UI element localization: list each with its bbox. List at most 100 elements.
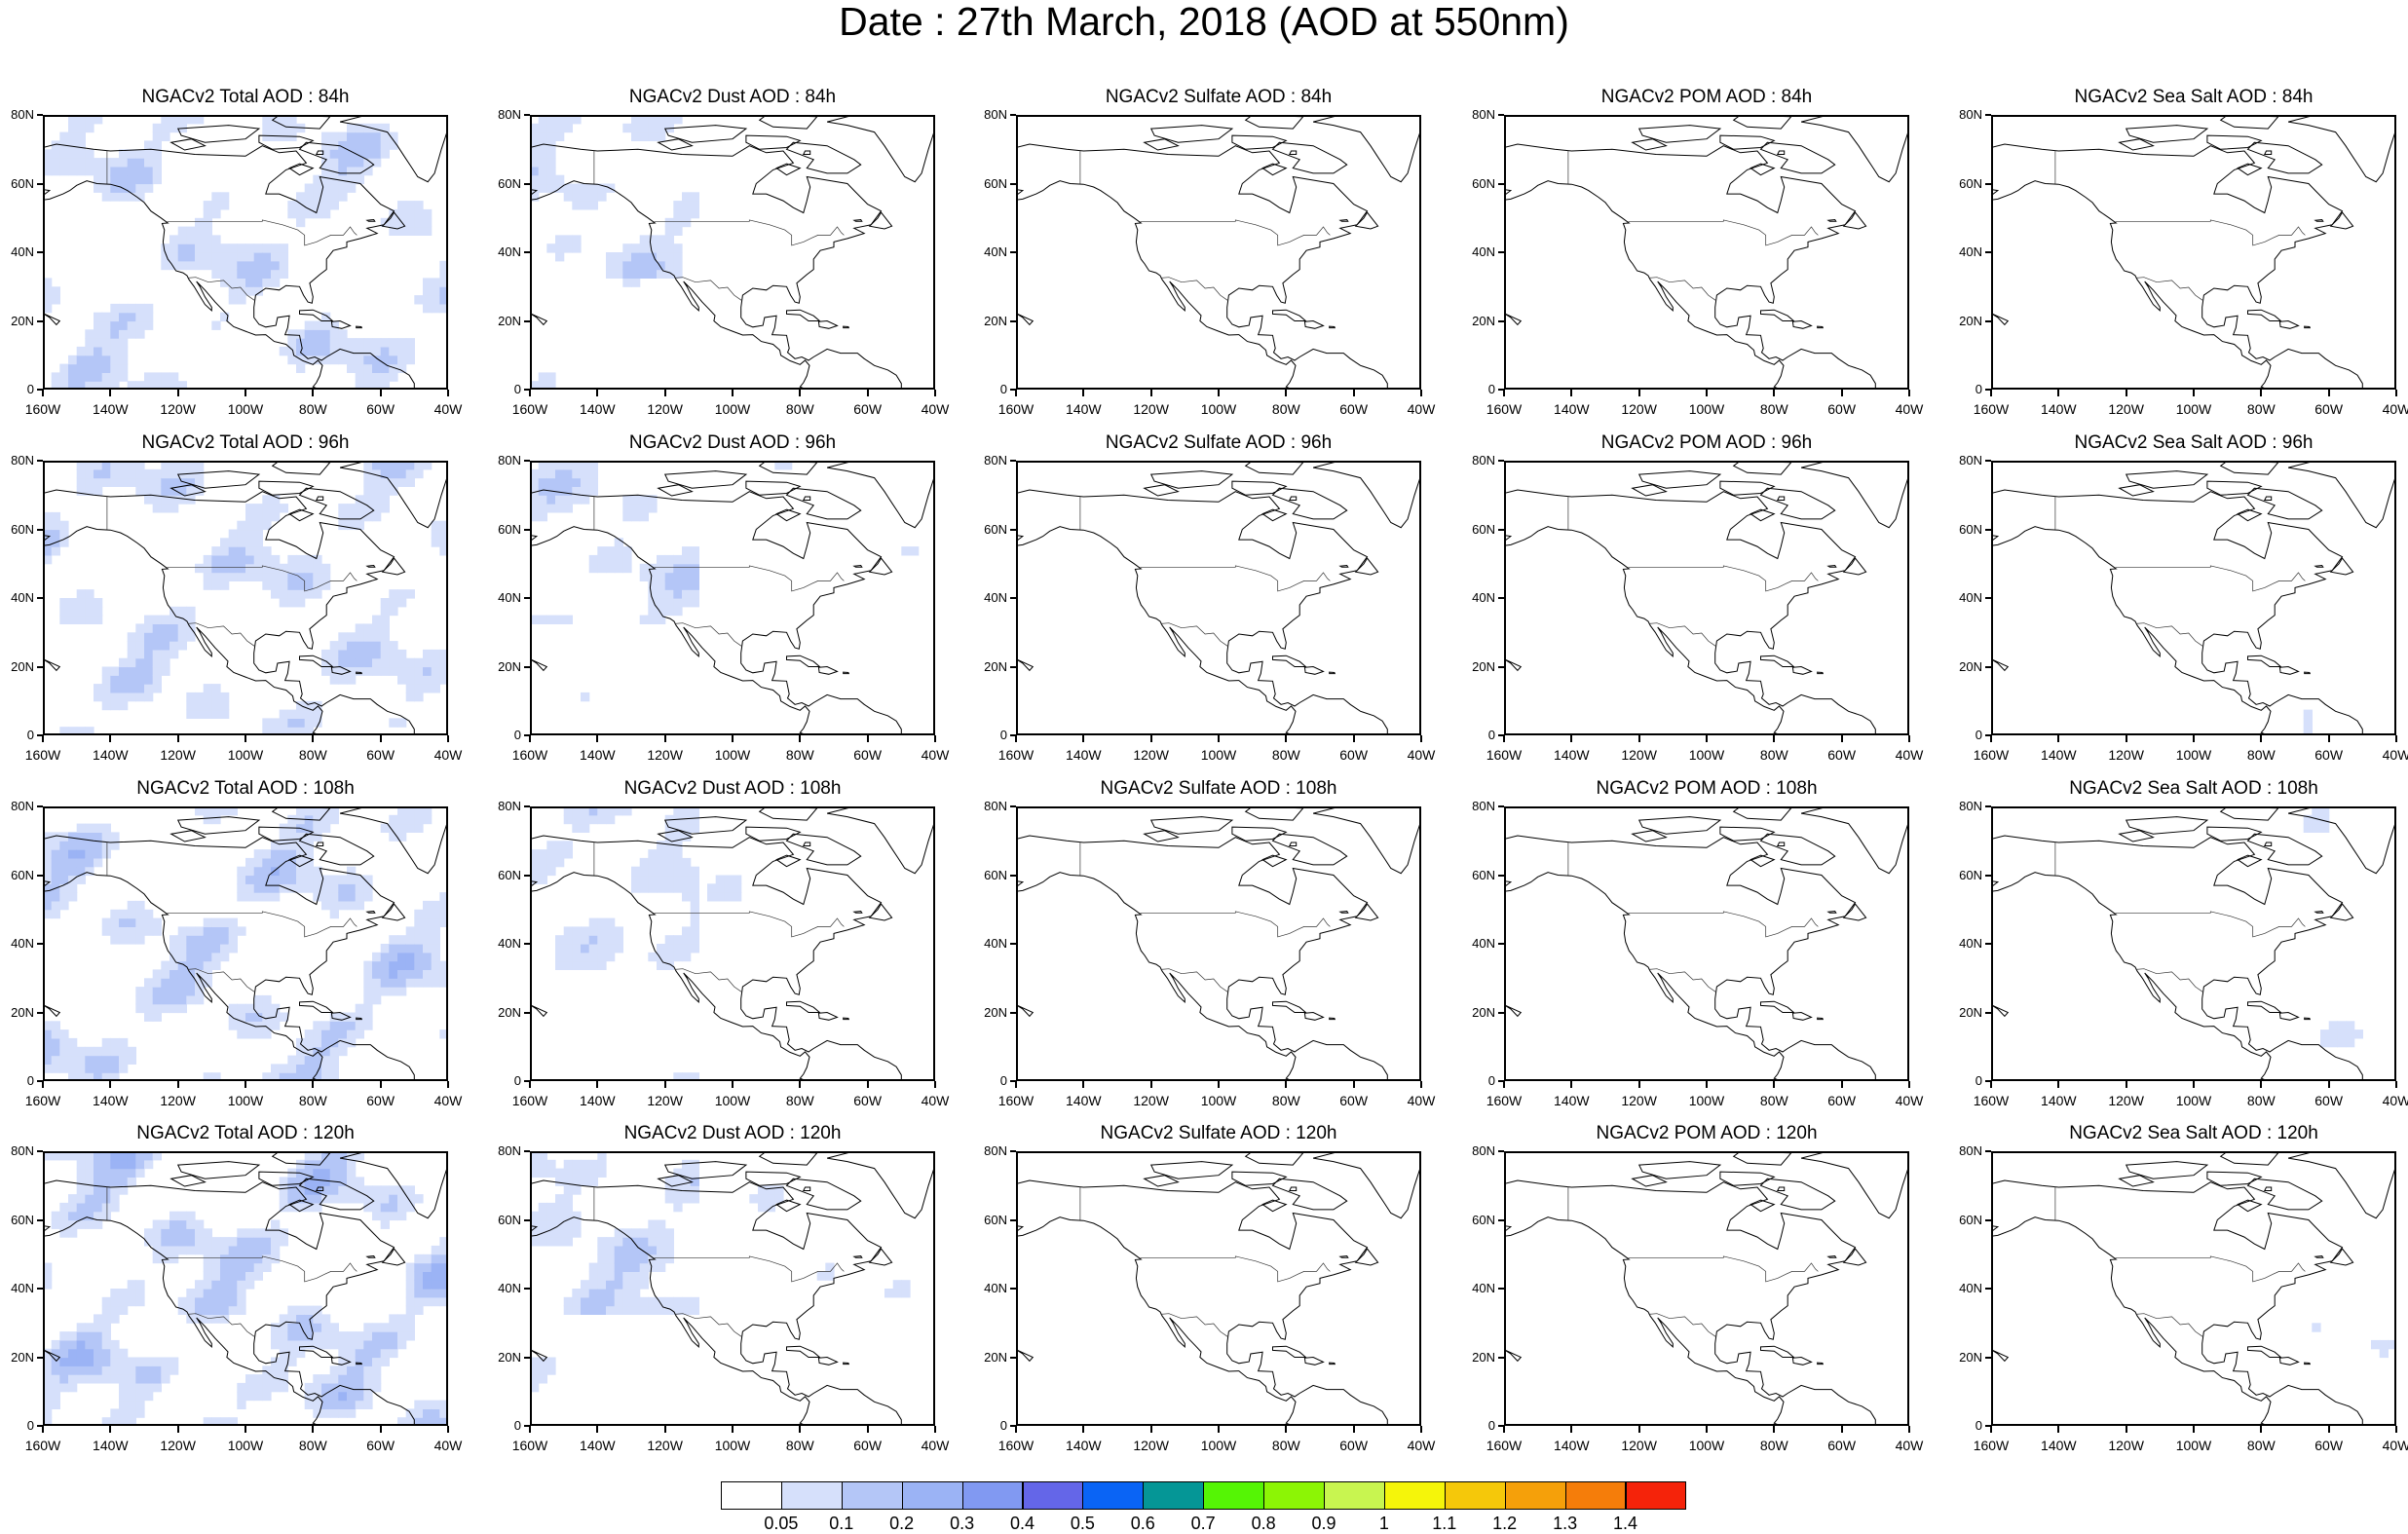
coastline-island [1842, 211, 1867, 230]
coastline-island [1303, 1011, 1325, 1021]
lon-tick-label: 40W [1407, 1093, 1436, 1108]
coastline-island [1329, 1017, 1336, 1021]
lat-tick-label: 60N [11, 1212, 34, 1227]
coastline-island [2219, 463, 2279, 475]
lat-tick-label: 60N [498, 521, 521, 537]
coastline-island [299, 309, 334, 321]
lat-tick-label: 60N [498, 1212, 521, 1227]
aod-map [1018, 117, 1419, 388]
coastline-island [1244, 808, 1304, 821]
lat-tick-label: 0 [1487, 1418, 1495, 1433]
map-panel-dust-3: NGACv2 Dust AOD : 120h 80N 60N 40N 20N 0 160W 1… [498, 1123, 949, 1453]
lat-tick-label: 60N [498, 867, 521, 882]
lat-tick [1498, 734, 1504, 736]
colorbar-swatch [841, 1481, 903, 1510]
lon-tick-label: 80W [1759, 1438, 1788, 1453]
lat-tick [1010, 1425, 1016, 1427]
colorbar-label: 0.05 [764, 1514, 799, 1533]
aod-map [1506, 808, 1907, 1079]
coastline-island [1750, 854, 1776, 868]
lat-tick-label: 40N [1959, 590, 1982, 605]
map-panel-total-2: NGACv2 Total AOD : 108h 80N 60N 40N 20N 0 160W… [11, 778, 462, 1108]
lon-tick-label: 100W [1200, 1093, 1237, 1108]
lat-tick-label: 20N [11, 658, 34, 674]
lon-tick [2125, 1426, 2127, 1433]
map-plot-area [43, 806, 448, 1081]
lon-tick-label: 40W [2382, 1093, 2408, 1108]
lon-tick [1149, 735, 1152, 742]
coastline-island [2219, 808, 2279, 821]
map-plot-area [1504, 1151, 1909, 1426]
panel-title: NGACv2 Sea Salt AOD : 120h [2069, 1123, 2318, 1143]
political-border [187, 277, 255, 301]
lon-tick-label: 60W [366, 1438, 395, 1453]
coastline-island [2264, 842, 2273, 846]
political-border [654, 565, 845, 592]
lon-tick [2057, 1426, 2060, 1433]
coastline-island [1791, 319, 1813, 329]
coastline-island [1303, 319, 1325, 329]
coastline-island [786, 655, 821, 667]
coastline-island [1272, 309, 1307, 321]
lon-tick-label: 140W [2041, 401, 2077, 417]
coastline-island [803, 1186, 811, 1191]
lon-tick-label: 60W [366, 401, 395, 417]
lon-tick-label: 40W [1407, 1438, 1436, 1453]
lon-tick-label: 60W [366, 747, 395, 763]
lon-tick-label: 140W [1066, 747, 1102, 763]
lon-tick [2193, 1081, 2195, 1088]
aod-map [1506, 117, 1907, 388]
lon-tick [2193, 735, 2195, 742]
lat-tick [37, 319, 43, 322]
lon-tick-label: 160W [511, 747, 548, 763]
coastline-island [1329, 671, 1336, 675]
coastline-island [356, 1017, 363, 1021]
lat-tick-label: 0 [999, 728, 1007, 742]
lat-tick-label: 20N [1959, 658, 1982, 674]
lon-tick-label: 120W [1621, 1438, 1657, 1453]
lon-tick-label: 60W [1827, 401, 1857, 417]
coastline-island [381, 557, 406, 576]
coastline-island [2237, 508, 2263, 522]
lat-tick [1985, 874, 1991, 877]
coastline-island [1777, 150, 1786, 155]
coastline-island [381, 903, 406, 921]
lat-tick [1985, 389, 1991, 391]
lon-tick-label: 100W [714, 401, 751, 417]
coastline-island [817, 1356, 839, 1366]
lon-tick [1218, 1426, 1220, 1433]
lat-tick-label: 20N [1472, 1004, 1495, 1020]
lat-tick-label: 80N [1472, 1143, 1495, 1158]
lon-tick-label: 120W [1133, 401, 1169, 417]
coastline-island [1272, 1345, 1307, 1358]
lon-tick [2327, 1426, 2330, 1433]
panel-title: NGACv2 Dust AOD : 108h [623, 778, 842, 799]
lon-tick [379, 1081, 382, 1088]
coastline-island [868, 903, 893, 921]
lon-tick-label: 100W [1200, 401, 1237, 417]
lat-tick-label: 0 [513, 382, 521, 396]
lat-tick [1498, 460, 1504, 462]
lon-tick-label: 60W [2314, 401, 2344, 417]
lat-tick [37, 1218, 43, 1221]
coastline-island [1231, 480, 1288, 496]
lat-tick [524, 874, 530, 877]
lat-tick [524, 1011, 530, 1014]
coastline-island [2246, 1178, 2323, 1211]
coastline-island [330, 1356, 352, 1366]
lon-tick [447, 735, 449, 742]
coastline-island [330, 1011, 352, 1021]
lon-tick [109, 735, 112, 742]
political-border [2135, 1313, 2203, 1337]
coastline-island [657, 1175, 694, 1187]
lat-tick [1010, 874, 1016, 877]
lon-tick [379, 390, 382, 396]
lon-tick-label: 160W [1486, 1093, 1523, 1108]
lon-tick-label: 140W [2041, 747, 2077, 763]
political-border [654, 911, 845, 938]
lon-tick-label: 40W [433, 747, 463, 763]
coastline-island [1149, 125, 1234, 143]
lon-tick-label: 120W [647, 747, 683, 763]
lon-tick-label: 80W [1271, 1438, 1300, 1453]
